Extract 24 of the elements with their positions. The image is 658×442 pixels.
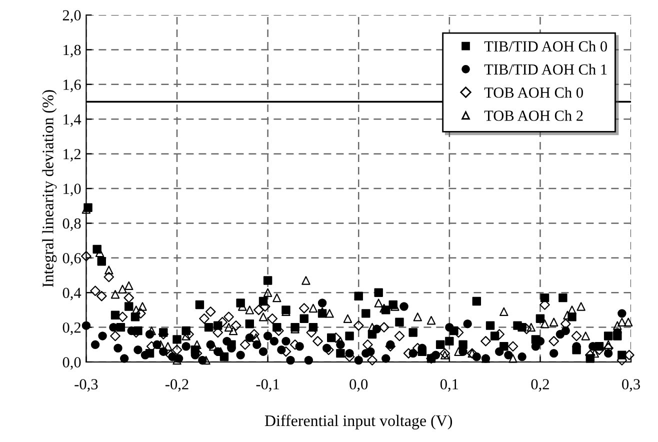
y-tick-label: 0,2 [62,322,80,335]
y-tick-label: 1,4 [64,114,82,127]
y-tick-label: 0,6 [62,253,81,266]
y-tick-label: 1,2 [64,149,80,162]
legend-label: TOB AOH Ch 2 [484,110,583,121]
y-tick-label: 1,6 [64,80,81,92]
legend-label: TOB AOH Ch 0 [484,87,583,98]
x-axis-title: Differential input voltage (V) [264,414,452,430]
y-tick-label: 1,0 [64,184,81,196]
y-tick-label: 2,0 [62,10,81,23]
x-tick-label: -0,1 [256,379,279,392]
x-tick-label: -0,2 [165,379,188,392]
x-tick-label: 0,3 [622,379,640,392]
y-tick-label: 0,4 [62,288,82,300]
x-tick-label: 0,0 [350,379,368,392]
x-tick-label: 0,1 [440,379,458,392]
legend-label: TIB/TID AOH Ch 0 [484,40,607,52]
y-tick-label: 0,0 [62,357,81,370]
x-tick-label: -0,3 [74,379,98,392]
y-tick-label: 1,8 [64,44,81,58]
legend-label: TIB/TID AOH Ch 1 [484,64,607,75]
x-tick-label: 0,2 [531,379,549,392]
y-axis-title: Integral linearity deviation (%) [42,90,57,288]
y-tick-label: 0,8 [62,218,81,231]
